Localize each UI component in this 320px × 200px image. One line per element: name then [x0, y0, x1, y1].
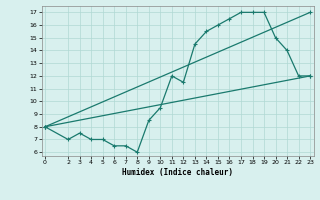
X-axis label: Humidex (Indice chaleur): Humidex (Indice chaleur) — [122, 168, 233, 177]
